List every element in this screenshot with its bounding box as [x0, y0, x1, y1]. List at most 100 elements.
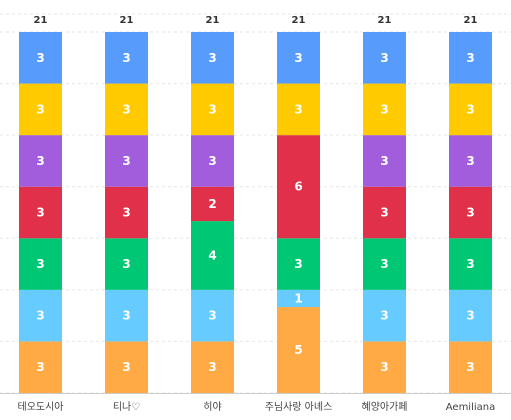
segment-value-label: 3 [208, 51, 216, 65]
bar-segment[interactable] [191, 289, 234, 342]
segment-value-label: 3 [36, 257, 44, 271]
bar-segment[interactable] [277, 135, 320, 239]
segment-value-label: 2 [208, 197, 216, 211]
total-value-label: 21 [378, 15, 392, 26]
bar-stack: 3 3 3 3 3 3 3 [19, 32, 62, 393]
bar-segment[interactable] [277, 289, 320, 308]
bar-segment[interactable] [19, 32, 62, 84]
segment-value-label: 4 [208, 248, 216, 262]
bar-segment[interactable] [19, 135, 62, 187]
bar-segment[interactable] [105, 83, 148, 136]
bar-stack: 5 1 3 6 3 3 [277, 32, 320, 393]
segment-value-label: 3 [208, 360, 216, 374]
segment-value-label: 6 [294, 180, 302, 194]
segment-value-label: 3 [294, 102, 302, 116]
bar-segment[interactable] [105, 238, 148, 290]
bar-segment[interactable] [449, 341, 492, 393]
segment-value-label: 3 [208, 102, 216, 116]
bar-segment[interactable] [449, 289, 492, 342]
bar-segment[interactable] [363, 289, 406, 342]
bar-segment[interactable] [449, 238, 492, 290]
bar-segment[interactable] [277, 307, 320, 393]
segment-value-label: 3 [380, 154, 388, 168]
bar-segment[interactable] [105, 32, 148, 84]
bar-segment[interactable] [449, 186, 492, 239]
segment-value-label: 3 [36, 360, 44, 374]
segment-value-label: 3 [380, 360, 388, 374]
x-tick-label: 혜양아가페 [362, 401, 408, 413]
gridlines [0, 13, 511, 394]
segment-value-label: 3 [36, 154, 44, 168]
total-labels: 21 21 21 21 21 21 [34, 15, 478, 26]
segment-value-label: 3 [294, 257, 302, 271]
segment-value-label: 3 [466, 154, 474, 168]
segment-value-label: 3 [36, 206, 44, 220]
total-value-label: 21 [206, 15, 220, 26]
bar-segment[interactable] [191, 83, 234, 136]
x-tick-label: 주님사랑 아녜스 [265, 401, 333, 413]
segment-value-label: 3 [380, 206, 388, 220]
bar-segment[interactable] [363, 32, 406, 84]
bar-segment[interactable] [19, 341, 62, 393]
total-value-label: 21 [292, 15, 306, 26]
segment-value-label: 1 [294, 291, 302, 305]
bar-segment[interactable] [191, 32, 234, 84]
segment-value-label: 3 [380, 309, 388, 323]
x-tick-label: 히야 [203, 401, 221, 413]
segment-value-label: 3 [466, 51, 474, 65]
bar-segment[interactable] [191, 186, 234, 222]
bar-stack: 3 3 3 3 3 3 3 [363, 32, 406, 393]
segment-value-label: 3 [380, 51, 388, 65]
segment-value-label: 3 [466, 206, 474, 220]
segment-value-label: 3 [294, 51, 302, 65]
bar-segment[interactable] [449, 83, 492, 136]
bar-stacks: 3333333333333333423335136333333333333333… [19, 32, 492, 393]
bar-segment[interactable] [363, 186, 406, 239]
total-value-label: 21 [120, 15, 134, 26]
total-value-label: 21 [464, 15, 478, 26]
segment-value-label: 3 [122, 360, 130, 374]
bar-segment[interactable] [105, 186, 148, 239]
bar-segment[interactable] [19, 186, 62, 239]
bar-segment[interactable] [449, 135, 492, 187]
bar-segment[interactable] [19, 289, 62, 342]
x-axis: 테오도시아 티나♡ 히야 주님사랑 아녜스 혜양아가페 Aemiliana [0, 393, 511, 413]
segment-value-label: 3 [208, 309, 216, 323]
x-tick-label: 테오도시아 [18, 401, 64, 413]
bar-stack: 3 3 4 2 3 3 3 [191, 32, 234, 393]
segment-value-label: 3 [122, 206, 130, 220]
segment-value-label: 3 [36, 309, 44, 323]
bar-segment[interactable] [363, 135, 406, 187]
segment-value-label: 3 [208, 154, 216, 168]
segment-value-label: 3 [122, 257, 130, 271]
segment-value-label: 3 [466, 309, 474, 323]
segment-value-label: 3 [466, 360, 474, 374]
bar-stack: 3 3 3 3 3 3 3 [105, 32, 148, 393]
bar-segment[interactable] [19, 238, 62, 290]
bar-segment[interactable] [105, 135, 148, 187]
bar-segment[interactable] [105, 289, 148, 342]
bar-segment[interactable] [105, 341, 148, 393]
bar-segment[interactable] [363, 83, 406, 136]
bar-segment[interactable] [363, 341, 406, 393]
segment-value-label: 3 [466, 257, 474, 271]
total-value-label: 21 [34, 15, 48, 26]
bar-segment[interactable] [191, 135, 234, 187]
bar-segment[interactable] [277, 83, 320, 136]
bar-segment[interactable] [19, 83, 62, 136]
segment-value-label: 3 [36, 51, 44, 65]
bar-segment[interactable] [449, 32, 492, 84]
x-tick-label: 티나♡ [113, 401, 140, 413]
bar-segment[interactable] [191, 221, 234, 290]
bar-segment[interactable] [277, 238, 320, 290]
segment-value-label: 5 [294, 343, 302, 357]
bar-segment[interactable] [363, 238, 406, 290]
bar-segment[interactable] [191, 341, 234, 393]
segment-value-label: 3 [122, 102, 130, 116]
bar-segment[interactable] [277, 32, 320, 84]
bar-stack: 3 3 3 3 3 3 3 [449, 32, 492, 393]
segment-value-label: 3 [466, 102, 474, 116]
segment-value-label: 3 [36, 102, 44, 116]
segment-value-label: 3 [122, 154, 130, 168]
